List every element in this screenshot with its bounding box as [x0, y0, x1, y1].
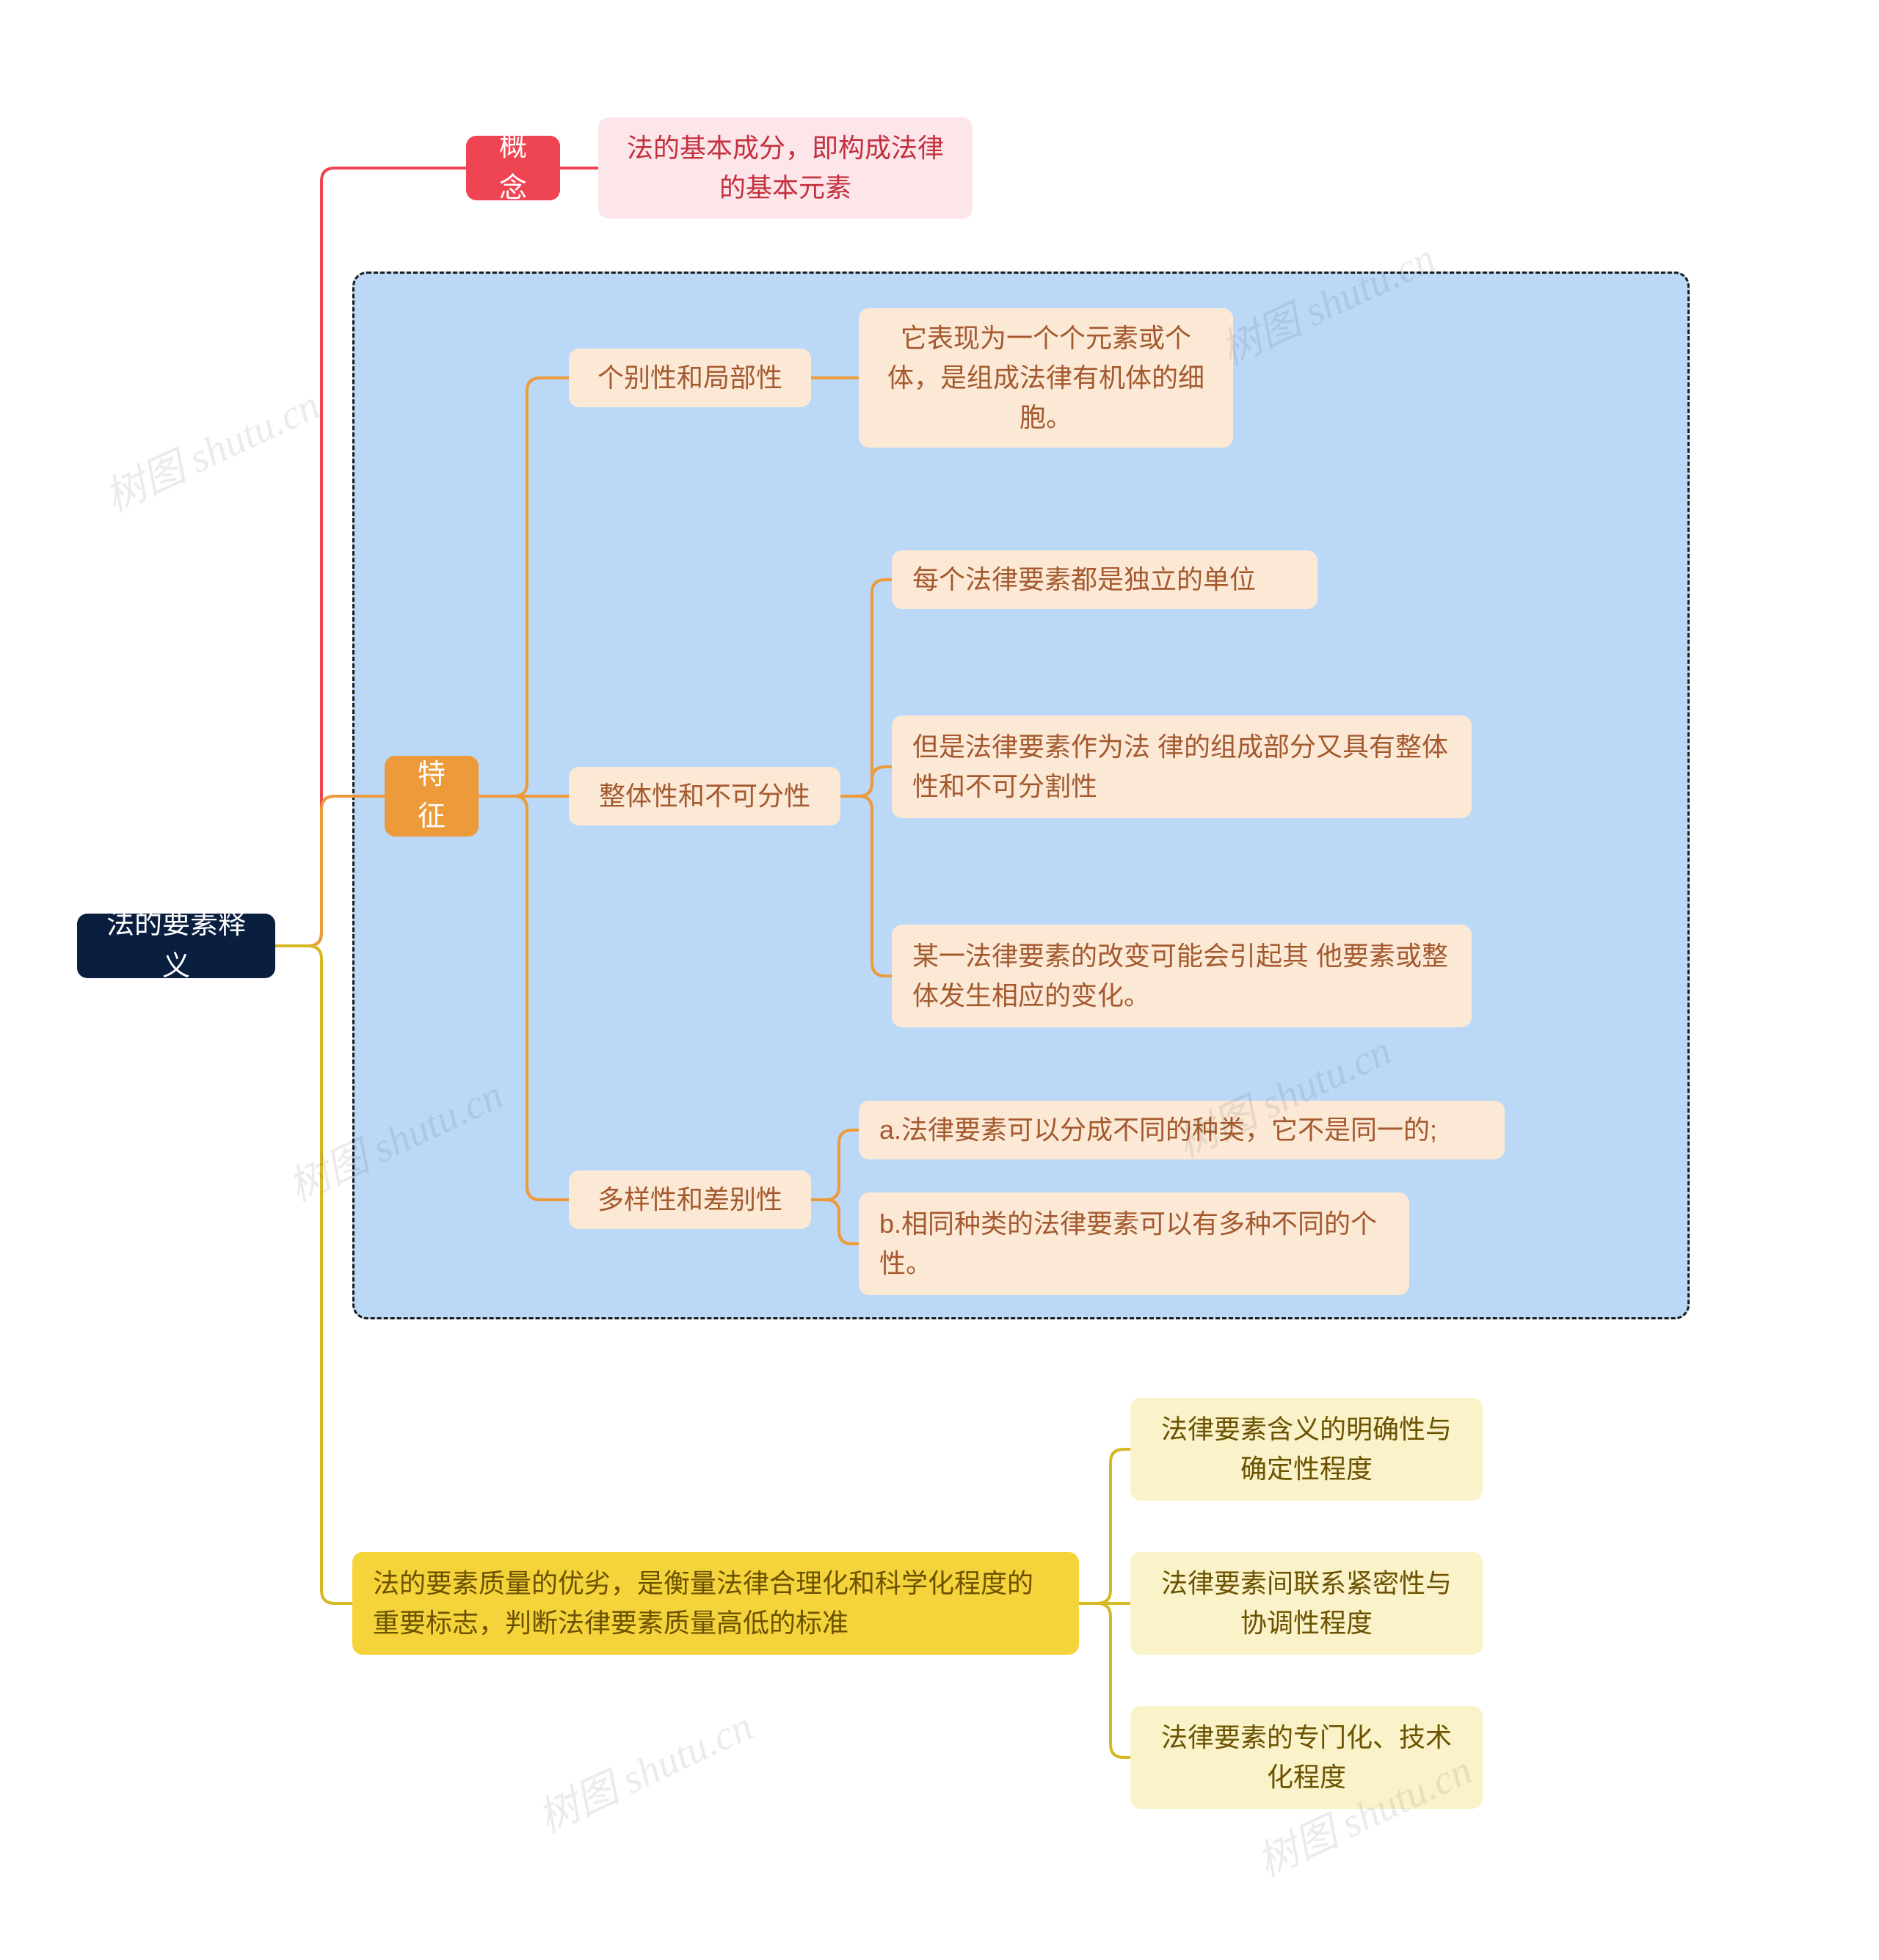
branch2-label: 特征 [385, 756, 479, 837]
branch3-label: 法的要素质量的优劣，是衡量法律合理化和科学化程度的重要标志，判断法律要素质量高低… [352, 1552, 1079, 1655]
branch1-label: 概念 [466, 136, 560, 200]
branch2-sub3-label: 多样性和差别性 [569, 1170, 811, 1229]
branch2-sub2-item2: 某一法律要素的改变可能会引起其 他要素或整体发生相应的变化。 [892, 925, 1472, 1027]
branch2-sub1-label: 个别性和局部性 [569, 349, 811, 407]
branch3-item2: 法律要素的专门化、技术化程度 [1130, 1706, 1483, 1809]
watermark: 树图 shutu.cn [94, 372, 328, 523]
branch1-desc: 法的基本成分，即构成法律的基本元素 [598, 117, 973, 219]
branch3-item1: 法律要素间联系紧密性与协调性程度 [1130, 1552, 1483, 1655]
branch2-sub2-item1: 但是法律要素作为法 律的组成部分又具有整体性和不可分割性 [892, 715, 1472, 818]
watermark: 树图 shutu.cn [527, 1693, 761, 1844]
branch2-sub2-item0: 每个法律要素都是独立的单位 [892, 550, 1318, 609]
branch2-sub2-label: 整体性和不可分性 [569, 767, 840, 826]
branch2-sub1-desc: 它表现为一个个元素或个体，是组成法律有机体的细胞。 [859, 308, 1233, 448]
root-node: 法的要素释义 [77, 914, 275, 978]
branch2-sub3-item0: a.法律要素可以分成不同的种类，它不是同一的; [859, 1101, 1505, 1159]
branch3-item0: 法律要素含义的明确性与确定性程度 [1130, 1398, 1483, 1501]
branch2-sub3-item1: b.相同种类的法律要素可以有多种不同的个性。 [859, 1192, 1409, 1295]
